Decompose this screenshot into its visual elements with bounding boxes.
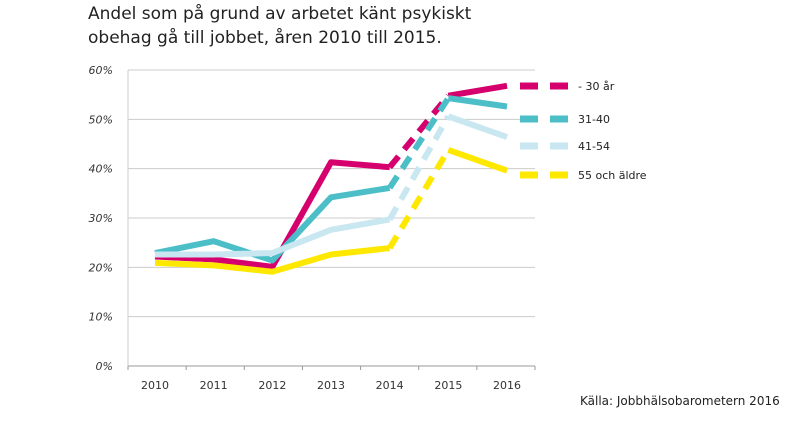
x-tick-label: 2014 bbox=[376, 379, 404, 392]
source-note: Källa: Jobbhälsobarometern 2016 bbox=[580, 394, 780, 408]
x-tick-label: 2013 bbox=[317, 379, 345, 392]
x-tick-label: 2016 bbox=[493, 379, 521, 392]
y-tick-label: 60% bbox=[89, 64, 113, 77]
y-tick-label: 0% bbox=[96, 360, 113, 373]
x-tick-label: 2015 bbox=[434, 379, 462, 392]
series-dashed-segment-1 bbox=[387, 96, 451, 190]
legend-label: 55 och äldre bbox=[578, 169, 647, 182]
y-tick-label: 50% bbox=[89, 113, 113, 126]
series-line-2 bbox=[447, 113, 508, 140]
chart-title: Andel som på grund av arbetet känt psyki… bbox=[88, 4, 472, 48]
y-tick-label: 10% bbox=[89, 311, 113, 324]
x-tick-label: 2011 bbox=[200, 379, 228, 392]
y-tick-label: 20% bbox=[89, 261, 113, 274]
series-line-1 bbox=[447, 95, 508, 110]
y-tick-label: 40% bbox=[89, 163, 113, 176]
legend-label: - 30 år bbox=[578, 80, 615, 93]
legend-label: 41-54 bbox=[578, 140, 610, 153]
series-dashed-segment-3 bbox=[387, 148, 451, 250]
series-line-3 bbox=[447, 147, 508, 174]
y-tick-label: 30% bbox=[89, 212, 113, 225]
series-line-0 bbox=[447, 82, 508, 99]
x-tick-label: 2012 bbox=[258, 379, 286, 392]
x-tick-label: 2010 bbox=[141, 379, 169, 392]
legend-label: 31-40 bbox=[578, 113, 610, 126]
series-dashed-segment-0 bbox=[387, 93, 451, 170]
series-dashed-segment-2 bbox=[387, 114, 451, 221]
